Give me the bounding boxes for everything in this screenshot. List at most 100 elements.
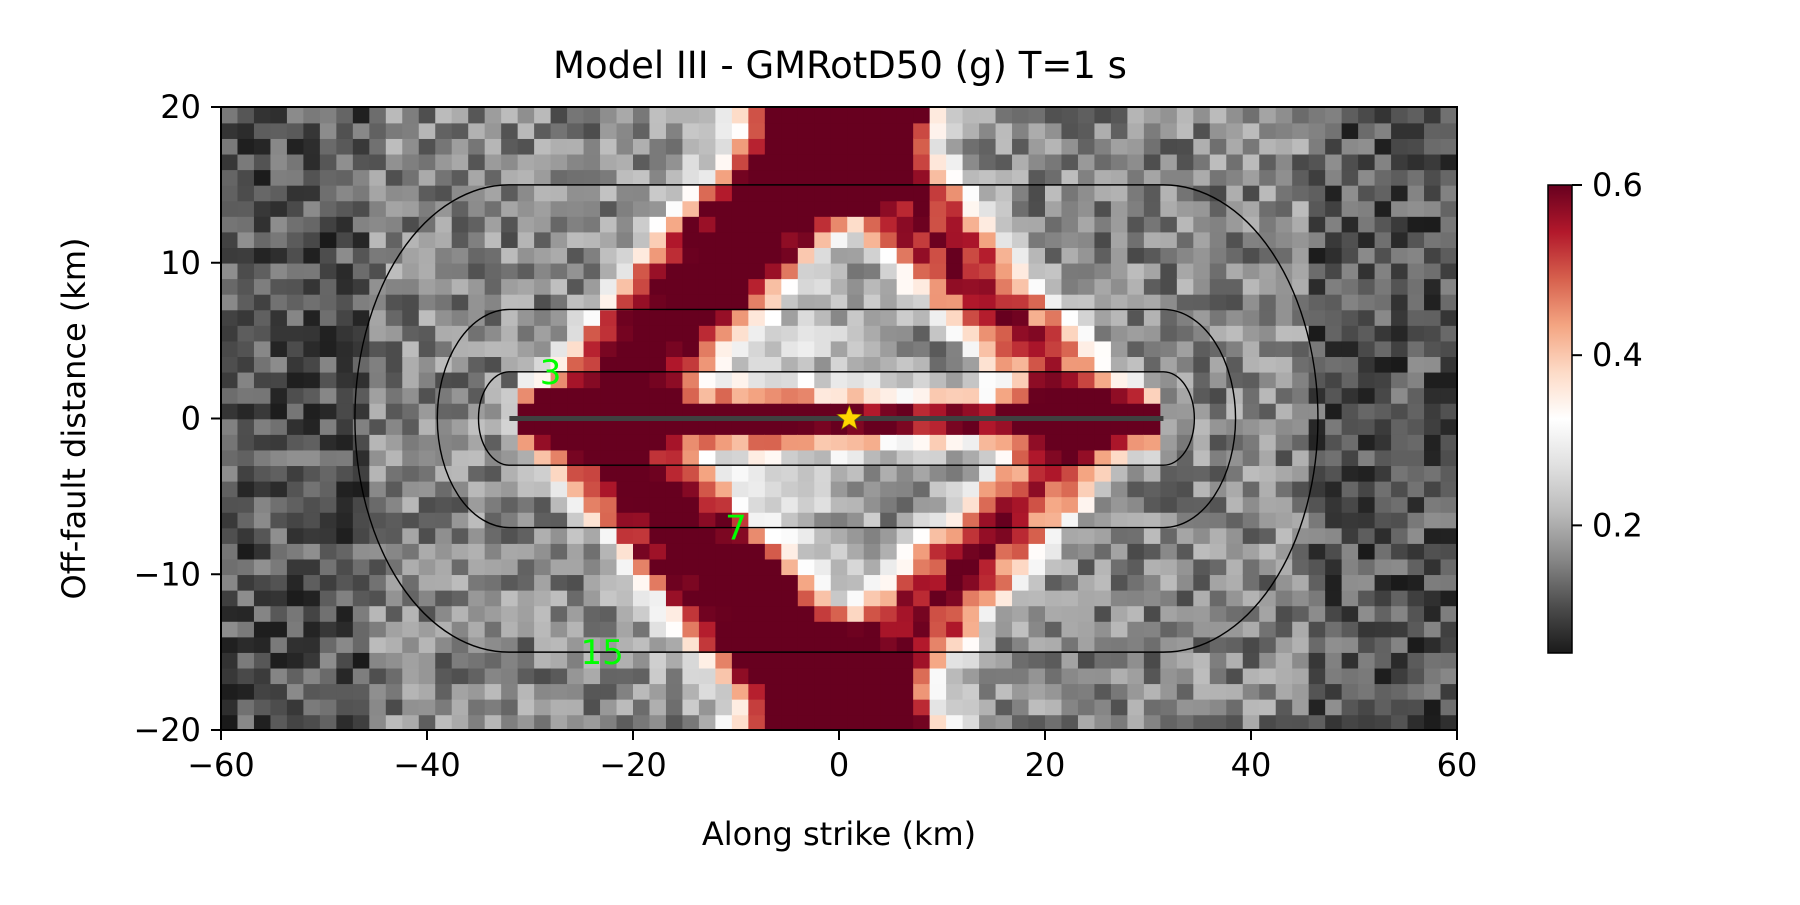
heatmap-cell: [781, 714, 799, 730]
heatmap-cell: [1341, 138, 1359, 155]
heatmap-cell: [237, 574, 255, 591]
heatmap-cell: [1407, 169, 1425, 186]
heatmap-cell: [616, 543, 634, 560]
heatmap-cell: [1127, 496, 1145, 513]
heatmap-cell: [797, 589, 816, 607]
heatmap-cell: [913, 605, 931, 622]
heatmap-cell: [1424, 325, 1442, 342]
heatmap-cell: [698, 356, 717, 373]
heatmap-cell: [1308, 262, 1326, 280]
heatmap-cell: [583, 138, 601, 155]
heatmap-cell: [880, 574, 898, 591]
heatmap-cell: [1358, 449, 1376, 467]
heatmap-cell: [995, 449, 1013, 467]
heatmap-cell: [1292, 667, 1310, 685]
heatmap-cell: [468, 340, 486, 358]
heatmap-cell: [1160, 309, 1178, 326]
heatmap-cell: [1407, 402, 1425, 420]
heatmap-cell: [1358, 278, 1376, 295]
heatmap-cell: [1358, 200, 1376, 217]
heatmap-cell: [962, 620, 980, 638]
heatmap-cell: [880, 107, 898, 124]
heatmap-cell: [1391, 589, 1409, 607]
heatmap-cell: [468, 216, 486, 233]
heatmap-cell: [797, 247, 816, 264]
heatmap-cell: [402, 278, 420, 295]
heatmap-cell: [847, 589, 865, 607]
heatmap-cell: [534, 402, 552, 420]
heatmap-cell: [253, 511, 272, 529]
heatmap-cell: [1275, 138, 1293, 155]
heatmap-cell: [1209, 122, 1228, 139]
heatmap-cell: [781, 496, 799, 513]
heatmap-cell: [665, 356, 684, 373]
heatmap-cell: [435, 480, 453, 498]
heatmap-cell: [336, 200, 354, 217]
heatmap-cell: [682, 169, 700, 186]
heatmap-cell: [336, 652, 354, 669]
heatmap-cell: [1061, 496, 1079, 513]
heatmap-cell: [1143, 527, 1162, 544]
heatmap-cell: [1424, 620, 1442, 638]
heatmap-cell: [550, 620, 568, 638]
heatmap-cell: [270, 340, 288, 358]
heatmap-cell: [1275, 574, 1293, 591]
heatmap-cell: [286, 293, 305, 311]
heatmap-cell: [1176, 278, 1195, 295]
heatmap-cell: [319, 605, 338, 622]
heatmap-cell: [847, 247, 865, 264]
heatmap-cell: [1028, 184, 1046, 202]
heatmap-cell: [418, 605, 437, 622]
heatmap-cell: [1259, 325, 1277, 342]
heatmap-cell: [1209, 449, 1228, 467]
heatmap-cell: [1110, 387, 1129, 404]
heatmap-cell: [336, 122, 354, 139]
heatmap-cell: [451, 262, 469, 280]
heatmap-cell: [731, 605, 750, 622]
heatmap-cell: [1226, 200, 1244, 217]
heatmap-cell: [1341, 402, 1359, 420]
heatmap-cell: [303, 714, 321, 730]
heatmap-cell: [1391, 652, 1409, 669]
heatmap-cell: [1391, 200, 1409, 217]
heatmap-cell: [221, 247, 239, 264]
heatmap-cell: [1160, 371, 1178, 389]
heatmap-cell: [1341, 434, 1359, 451]
heatmap-cell: [550, 107, 568, 124]
heatmap-cell: [385, 683, 404, 700]
heatmap-cell: [468, 262, 486, 280]
heatmap-cell: [270, 169, 288, 186]
heatmap-cell: [583, 636, 601, 653]
heatmap-cell: [1407, 387, 1425, 404]
heatmap-cell: [830, 169, 849, 186]
heatmap-cell: [715, 153, 733, 171]
heatmap-cell: [336, 371, 354, 389]
heatmap-cell: [1193, 620, 1211, 638]
heatmap-cell: [1308, 574, 1326, 591]
heatmap-cell: [863, 652, 881, 669]
heatmap-cell: [764, 169, 783, 186]
heatmap-cell: [748, 465, 766, 482]
heatmap-cell: [1358, 356, 1376, 373]
heatmap-cell: [303, 153, 321, 171]
heatmap-cell: [1275, 636, 1293, 653]
heatmap-cell: [1341, 605, 1359, 622]
heatmap-cell: [567, 511, 585, 529]
heatmap-cell: [946, 434, 964, 451]
heatmap-cell: [501, 714, 519, 730]
heatmap-cell: [253, 449, 272, 467]
heatmap-cell: [847, 184, 865, 202]
heatmap-cell: [698, 200, 717, 217]
heatmap-cell: [1292, 574, 1310, 591]
heatmap-cell: [270, 636, 288, 653]
heatmap-cell: [468, 574, 486, 591]
heatmap-cell: [1160, 652, 1178, 669]
heatmap-cell: [1176, 169, 1195, 186]
heatmap-cell: [1226, 574, 1244, 591]
heatmap-cell: [863, 714, 881, 730]
heatmap-cell: [863, 371, 881, 389]
heatmap-cell: [385, 449, 404, 467]
heatmap-cell: [979, 605, 997, 622]
heatmap-cell: [1308, 636, 1326, 653]
heatmap-cell: [979, 216, 997, 233]
